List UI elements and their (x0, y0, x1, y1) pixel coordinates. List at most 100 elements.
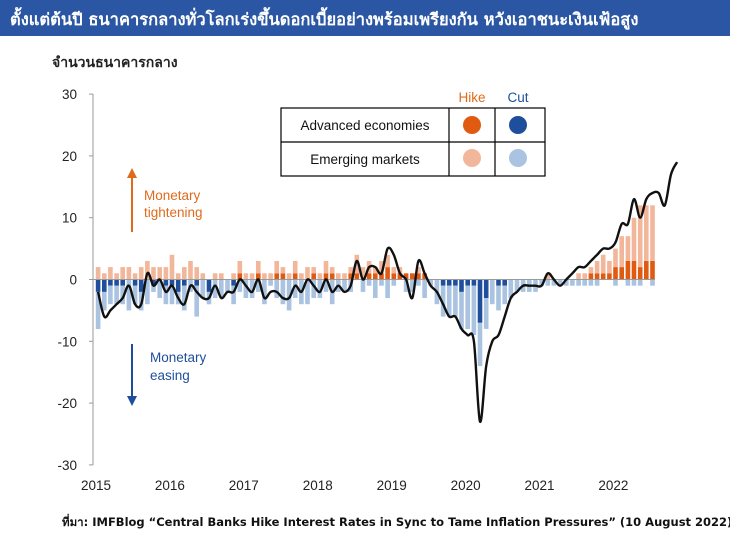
bar-emerging-cut (403, 279, 409, 292)
bar-emerging-cut (286, 279, 292, 311)
bar-advanced-cut (440, 279, 446, 286)
bar-emerging-cut (551, 279, 557, 286)
bar-emerging-cut (120, 285, 125, 305)
legend-emerging-cut-marker (509, 149, 527, 167)
bar-advanced-cut (175, 279, 181, 292)
bar-advanced-hike (403, 273, 409, 280)
x-ticks: 2015 2016 2017 2018 2019 2020 2021 2022 (81, 478, 628, 493)
bar-emerging-cut (582, 279, 587, 286)
bar-emerging-hike (582, 273, 587, 280)
bar-emerging-cut (631, 279, 637, 286)
bar-advanced-cut (95, 279, 101, 292)
bar-emerging-cut (459, 291, 464, 329)
bar-advanced-hike (422, 273, 427, 280)
bar-advanced-cut (206, 279, 212, 292)
bar-emerging-hike (95, 267, 101, 280)
bar-emerging-hike (120, 267, 125, 280)
bar-emerging-cut (465, 285, 470, 329)
bar-advanced-hike (311, 273, 316, 280)
bar-emerging-hike (249, 273, 255, 280)
bar-emerging-hike (354, 254, 360, 274)
bar-emerging-cut (570, 279, 575, 286)
bar-emerging-hike (108, 267, 113, 280)
easing-label-line2: easing (150, 368, 190, 383)
bar-emerging-hike (594, 261, 600, 274)
bar-emerging-hike (391, 267, 397, 274)
bar-emerging-hike (163, 267, 169, 280)
bar-emerging-cut (249, 279, 255, 298)
bar-emerging-cut (477, 322, 483, 367)
bar-emerging-cut (225, 279, 230, 292)
bar-emerging-cut (637, 279, 643, 286)
bar-advanced-cut (163, 279, 169, 286)
bar-emerging-hike (329, 267, 335, 274)
bar-emerging-cut (428, 279, 433, 286)
bar-emerging-cut (453, 285, 458, 317)
bar-advanced-cut (446, 279, 452, 286)
bar-emerging-cut (114, 285, 119, 305)
bar-advanced-hike (416, 273, 421, 280)
bar-emerging-cut (490, 279, 495, 305)
bar-advanced-cut (114, 279, 119, 286)
bar-advanced-cut (483, 279, 489, 298)
bar-advanced-hike (366, 273, 372, 280)
x-tick-label: 2016 (155, 478, 185, 493)
bar-emerging-hike (175, 273, 181, 280)
bar-advanced-hike (600, 273, 606, 280)
bar-emerging-cut (145, 279, 150, 305)
bar-emerging-hike (182, 267, 187, 280)
bar-emerging-hike (114, 273, 119, 280)
legend: Hike Cut Advanced economies Emerging mar… (280, 90, 546, 177)
bar-advanced-hike (385, 267, 390, 280)
bar-emerging-cut (151, 285, 156, 292)
bar-emerging-hike (625, 236, 631, 261)
bar-emerging-hike (637, 205, 643, 268)
bar-emerging-hike (274, 261, 279, 274)
bar-advanced-cut (169, 279, 175, 286)
bar-emerging-hike (256, 261, 261, 274)
legend-row-emerging: Emerging markets (310, 152, 420, 167)
bar-advanced-cut (182, 279, 187, 286)
bar-emerging-hike (317, 273, 323, 280)
easing-arrowhead (127, 396, 137, 406)
bar-emerging-hike (619, 236, 624, 268)
bar-advanced-hike (329, 273, 335, 280)
bar-emerging-cut (385, 279, 390, 298)
bar-advanced-hike (644, 261, 649, 280)
bar-emerging-hike (416, 267, 421, 274)
bar-emerging-cut (231, 285, 236, 305)
bar-advanced-hike (256, 273, 261, 280)
bar-emerging-cut (169, 285, 175, 305)
bar-emerging-hike (360, 267, 366, 280)
bar-emerging-hike (126, 267, 132, 280)
bar-emerging-hike (151, 267, 156, 280)
bar-emerging-hike (576, 273, 581, 280)
bar-emerging-hike (323, 261, 329, 274)
bar-emerging-hike (132, 273, 138, 280)
legend-hike-header: Hike (458, 90, 485, 105)
bar-emerging-hike (650, 205, 655, 261)
bar-emerging-cut (373, 279, 378, 298)
bar-emerging-hike (280, 267, 286, 274)
bar-emerging-hike (379, 261, 384, 274)
bar-emerging-cut (182, 285, 187, 311)
bar-emerging-hike (102, 273, 107, 280)
easing-label-line1: Monetary (150, 350, 207, 365)
bar-emerging-cut (496, 285, 501, 311)
bar-advanced-hike (354, 273, 360, 280)
bar-emerging-cut (410, 279, 415, 292)
bar-emerging-hike (286, 273, 292, 280)
bar-emerging-hike (237, 261, 243, 274)
bar-emerging-cut (194, 285, 199, 317)
legend-advanced-cut-marker (509, 116, 527, 134)
bar-emerging-cut (274, 279, 279, 298)
bar-emerging-cut (502, 285, 507, 305)
bar-emerging-hike (607, 261, 612, 274)
bar-advanced-hike (323, 273, 329, 280)
bar-emerging-cut (379, 279, 384, 286)
bar-emerging-hike (631, 217, 637, 261)
bar-advanced-hike (237, 273, 243, 280)
bar-advanced-cut (496, 279, 501, 286)
legend-cut-header: Cut (507, 90, 528, 105)
